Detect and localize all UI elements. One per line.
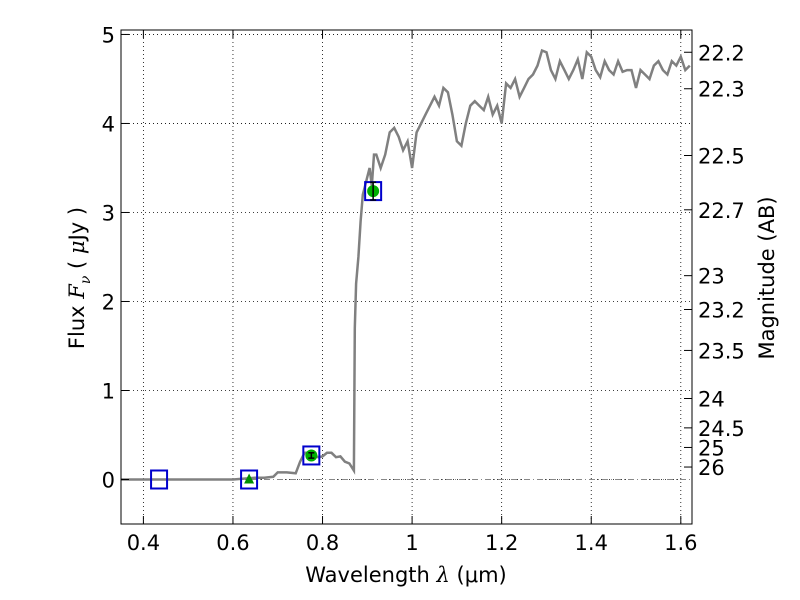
photometry-point-0 (150, 469, 169, 490)
y-ticks: 0 1 2 3 4 5 (102, 23, 129, 492)
x-tick-label-0: 0.4 (127, 531, 160, 555)
photometry-point-1 (240, 469, 259, 490)
x-tick-label-3: 1 (405, 531, 418, 555)
y2-tick-label-8: 24.5 (698, 417, 745, 441)
upper-limit-marker-1 (244, 473, 255, 484)
model-flux-box-0 (150, 469, 169, 490)
y2-tick-label-6: 23.5 (698, 339, 745, 363)
y-tick-label-0: 0 (102, 468, 115, 492)
y2-tick-label-9: 25 (698, 436, 725, 460)
y-tick-label-5: 5 (102, 23, 115, 47)
y2-tick-label-10: 26 (698, 456, 725, 480)
y2-tick-label-2: 22.5 (698, 145, 745, 169)
plot-frame (120, 29, 693, 525)
y-tick-label-2: 2 (102, 290, 115, 314)
x-tick-label-4: 1.2 (485, 531, 518, 555)
y2-axis-title: Magnitude (AB) (755, 196, 779, 359)
photometry-points (150, 181, 383, 490)
x-ticks: 0.4 0.6 0.8 1 1.2 1.4 1.6 (127, 30, 698, 555)
y-tick-label-4: 4 (102, 112, 115, 136)
y-tick-label-1: 1 (102, 379, 115, 403)
x-tick-label-1: 0.6 (216, 531, 249, 555)
photometry-point-3 (364, 181, 383, 202)
model-spectrum-line (121, 48, 691, 481)
model-flux-box-2 (302, 445, 321, 466)
grid-lines (121, 30, 692, 524)
y-axis-title: Flux Fν ( μJy ) (65, 207, 94, 349)
y2-tick-label-1: 22.3 (698, 78, 745, 102)
x-tick-label-6: 1.6 (664, 531, 697, 555)
model-flux-box-1 (240, 469, 259, 490)
x-tick-label-2: 0.8 (306, 531, 339, 555)
photometry-point-2 (302, 445, 321, 466)
y2-tick-label-5: 23.2 (698, 298, 745, 322)
y2-tick-label-7: 24 (698, 387, 725, 411)
x-tick-label-5: 1.4 (575, 531, 608, 555)
y2-tick-label-0: 22.2 (698, 41, 745, 65)
y2-tick-label-3: 22.7 (698, 199, 745, 223)
y-tick-label-3: 3 (102, 201, 115, 225)
x-axis-title: Wavelength λ (μm) (305, 563, 506, 587)
y2-tick-label-4: 23 (698, 265, 725, 289)
